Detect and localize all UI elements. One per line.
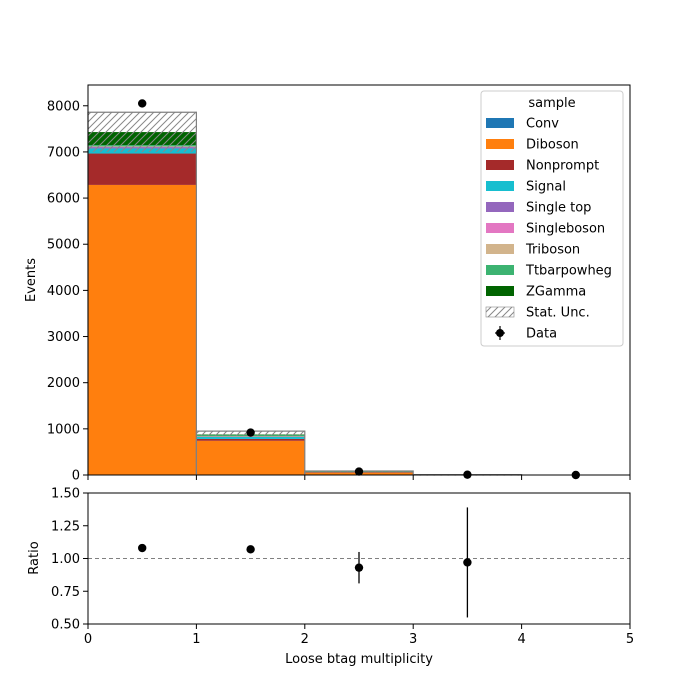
stacked-bars — [88, 132, 522, 476]
bar-nonprompt — [196, 438, 305, 441]
legend-label-data: Data — [526, 327, 557, 342]
ratio-y-tick-label: 1.50 — [51, 487, 80, 502]
legend-frame — [480, 90, 624, 347]
ratio-points — [138, 507, 472, 618]
legend-label-triboson: Triboson — [525, 243, 580, 258]
ratio-x-tick-label: 0 — [84, 632, 92, 647]
legend-label-singleboson: Singleboson — [526, 222, 605, 237]
legend-label-single-top: Single top — [526, 201, 591, 216]
ratio-x-tick-label: 4 — [517, 632, 525, 647]
main-plot: 0 1000 2000 3000 4000 5000 6000 7000 8000 Events — [24, 84, 631, 484]
main-plot-frame — [87, 84, 631, 476]
main-y-tick-label: 5000 — [47, 238, 80, 253]
bar-nonprompt — [88, 153, 197, 185]
legend-label-zgamma: ZGamma — [526, 285, 586, 300]
legend-swatch-nonprompt — [486, 160, 514, 170]
legend-items: Conv Diboson Nonprompt Signal Single top Sing… — [485, 117, 612, 342]
legend-swatch-stat-unc — [485, 306, 515, 318]
legend-swatch-singleboson — [486, 223, 514, 233]
legend-label-signal: Signal — [526, 180, 566, 195]
bar-diboson — [196, 440, 305, 475]
legend-swatch-signal — [486, 181, 514, 191]
bar-diboson — [88, 184, 197, 475]
data-point — [246, 428, 255, 437]
main-y-tick-label: 2000 — [47, 376, 80, 391]
ratio-plot: 0 1 2 3 4 5 0.50 0.75 1.00 1.25 1.50 Ratio Loose … — [27, 487, 634, 668]
legend-label-conv: Conv — [526, 117, 559, 132]
main-y-tick-label: 8000 — [47, 99, 80, 114]
data-points — [138, 99, 580, 480]
legend-label-ttbarpowheg: Ttbarpowheg — [525, 264, 612, 279]
main-y-tick-label: 4000 — [47, 284, 80, 299]
ratio-y-tick-label: 1.00 — [51, 552, 80, 567]
legend: sample Conv Diboson Nonprompt Signal Single … — [480, 90, 624, 347]
main-y-axis-label: Events — [24, 258, 39, 302]
legend-swatch-triboson — [486, 244, 514, 254]
ratio-y-tick-label: 0.75 — [51, 585, 80, 600]
legend-label-diboson: Diboson — [526, 138, 579, 153]
ratio-point — [246, 545, 255, 554]
ratio-x-tick-label: 1 — [192, 632, 200, 647]
legend-label-nonprompt: Nonprompt — [526, 159, 599, 174]
ratio-x-tick-label: 5 — [626, 632, 634, 647]
main-y-tick-label: 7000 — [47, 145, 80, 160]
main-y-tick-label: 0 — [72, 469, 80, 484]
legend-swatch-single-top — [486, 202, 514, 212]
ratio-y-axis-label: Ratio — [27, 541, 42, 574]
ratio-x-ticks: 0 1 2 3 4 5 — [84, 624, 634, 647]
legend-title: sample — [528, 96, 575, 111]
main-x-ticks — [87, 475, 631, 480]
ratio-point — [463, 558, 472, 567]
legend-swatch-zgamma — [486, 286, 514, 296]
main-y-tick-label: 3000 — [47, 330, 80, 345]
ratio-x-tick-label: 3 — [409, 632, 417, 647]
bar-signal — [196, 436, 305, 439]
x-axis-label: Loose btag multiplicity — [285, 652, 433, 667]
ratio-y-ticks: 0.50 0.75 1.00 1.25 1.50 — [51, 487, 88, 633]
ratio-y-tick-label: 0.50 — [51, 618, 80, 633]
legend-swatch-conv — [486, 118, 514, 128]
stat-unc-bin — [88, 112, 197, 152]
legend-label-stat-unc: Stat. Unc. — [526, 306, 590, 321]
legend-swatch-diboson — [486, 139, 514, 149]
legend-data-marker — [496, 329, 504, 337]
data-point — [138, 99, 147, 108]
ratio-point — [138, 543, 147, 553]
main-y-tick-label: 1000 — [47, 422, 80, 437]
ratio-y-tick-label: 1.25 — [51, 519, 80, 534]
ratio-x-tick-label: 2 — [301, 632, 309, 647]
main-y-tick-label: 6000 — [47, 192, 80, 207]
legend-swatch-ttbarpowheg — [486, 265, 514, 275]
data-point — [354, 467, 364, 476]
ratio-point — [354, 563, 364, 572]
main-y-ticks: 0 1000 2000 3000 4000 5000 6000 7000 8000 — [47, 99, 88, 484]
